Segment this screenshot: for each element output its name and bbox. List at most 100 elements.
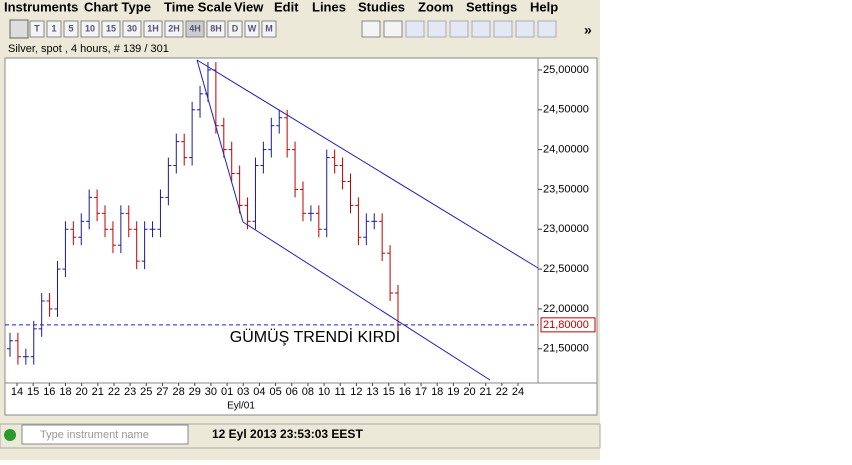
x-tick-label: 25: [140, 386, 152, 398]
timescale-button[interactable]: [46, 20, 62, 38]
tool-button[interactable]: [515, 20, 535, 38]
chart-frame: [4, 57, 598, 416]
x-tick-label: 27: [156, 386, 168, 398]
tool-button[interactable]: [405, 20, 425, 38]
timescale-label: 30: [127, 23, 137, 33]
x-tick-label: 28: [172, 386, 184, 398]
y-tick-label: 22,50000: [543, 263, 589, 275]
timescale-label: 10: [85, 23, 95, 33]
timescale-button[interactable]: [164, 20, 184, 38]
timescale-label: T: [34, 23, 40, 33]
timescale-button[interactable]: [185, 20, 205, 38]
timescale-button[interactable]: [80, 20, 100, 38]
trend-line: [242, 221, 491, 381]
x-tick-label: 21: [480, 386, 492, 398]
search-placeholder: Type instrument name: [40, 429, 149, 441]
x-tick-label: 16: [399, 386, 411, 398]
more-button[interactable]: »: [584, 22, 592, 38]
x-tick-label: 15: [27, 386, 39, 398]
price-label: 21,80000: [543, 319, 589, 331]
price-box: [540, 317, 596, 333]
trend-line: [196, 59, 539, 269]
tool-button[interactable]: [471, 20, 491, 38]
x-tick-label: 20: [76, 386, 88, 398]
status-light: [4, 429, 16, 441]
timescale-label: 1: [51, 23, 56, 33]
timescale-button[interactable]: [244, 20, 260, 38]
x-tick-label: 24: [512, 386, 524, 398]
timescale-label: 15: [106, 23, 116, 33]
timescale-label: 5: [68, 23, 73, 33]
y-tick-label: 22,00000: [543, 303, 589, 315]
timescale-button[interactable]: [29, 20, 45, 38]
timescale-label: 4H: [189, 23, 201, 33]
tool-button[interactable]: [493, 20, 513, 38]
x-tick-label: 14: [11, 386, 23, 398]
menu-item[interactable]: Help: [530, 0, 558, 14]
status-datetime: 12 Eyl 2013 23:53:03 EEST: [212, 427, 363, 441]
tool-button[interactable]: [361, 20, 381, 38]
x-tick-label: 19: [447, 386, 459, 398]
timescale-label: 1H: [147, 23, 159, 33]
chart-type-button[interactable]: [9, 19, 29, 39]
menu-item[interactable]: Instruments: [4, 0, 78, 14]
menu-item[interactable]: Time Scale: [164, 0, 232, 14]
timescale-button[interactable]: [63, 20, 79, 38]
x-tick-label: 11: [335, 386, 346, 398]
x-tick-label: 13: [366, 386, 378, 398]
menu-item[interactable]: Chart Type: [84, 0, 151, 14]
y-tick-label: 24,50000: [543, 104, 589, 116]
x-tick-label: 03: [237, 386, 249, 398]
x-tick-label: 22: [496, 386, 508, 398]
x-tick-label: 12: [350, 386, 362, 398]
timescale-label: 2H: [168, 23, 180, 33]
x-tick-label: 29: [189, 386, 201, 398]
x-tick-label: 15: [383, 386, 395, 398]
timescale-button[interactable]: [227, 20, 243, 38]
x-tick-label: 18: [431, 386, 443, 398]
timescale-label: D: [232, 23, 239, 33]
x-tick-label: 30: [205, 386, 217, 398]
y-tick-label: 21,50000: [543, 343, 589, 355]
x-tick-label: 05: [269, 386, 281, 398]
x-tick-label: 20: [463, 386, 475, 398]
tool-button[interactable]: [537, 20, 557, 38]
tool-button[interactable]: [449, 20, 469, 38]
x-tick-label: 17: [415, 386, 427, 398]
menu-item[interactable]: Lines: [312, 0, 346, 14]
y-tick-label: 23,00000: [543, 223, 589, 235]
timescale-button[interactable]: [143, 20, 163, 38]
x-tick-label: 10: [318, 386, 330, 398]
x-tick-label: 06: [286, 386, 298, 398]
y-tick-label: 24,00000: [543, 144, 589, 156]
x-tick-label: 04: [253, 386, 265, 398]
timescale-button[interactable]: [122, 20, 142, 38]
x-tick-label: 08: [302, 386, 314, 398]
month-label: Eyl/01: [227, 401, 255, 412]
menu-item[interactable]: Settings: [466, 0, 517, 14]
x-tick-label: 21: [92, 386, 104, 398]
tool-button[interactable]: [383, 20, 403, 38]
x-tick-label: 16: [43, 386, 55, 398]
x-tick-label: 18: [59, 386, 71, 398]
trend-line: [196, 59, 244, 223]
x-tick-label: 23: [124, 386, 136, 398]
x-tick-label: 22: [108, 386, 120, 398]
y-tick-label: 23,50000: [543, 183, 589, 195]
tool-button[interactable]: [427, 20, 447, 38]
timescale-label: 8H: [210, 23, 222, 33]
menu-item[interactable]: Studies: [358, 0, 405, 14]
menu-item[interactable]: Edit: [274, 0, 299, 14]
timescale-button[interactable]: [101, 20, 121, 38]
plot: [7, 61, 401, 365]
timescale-button[interactable]: [206, 20, 226, 38]
menu-item[interactable]: Zoom: [418, 0, 453, 14]
search-box[interactable]: [21, 424, 189, 445]
menu-item[interactable]: View: [234, 0, 264, 14]
x-tick-label: 01: [221, 386, 233, 398]
y-tick-label: 25,00000: [543, 64, 589, 76]
timescale-label: M: [265, 23, 273, 33]
timescale-button[interactable]: [261, 20, 277, 38]
